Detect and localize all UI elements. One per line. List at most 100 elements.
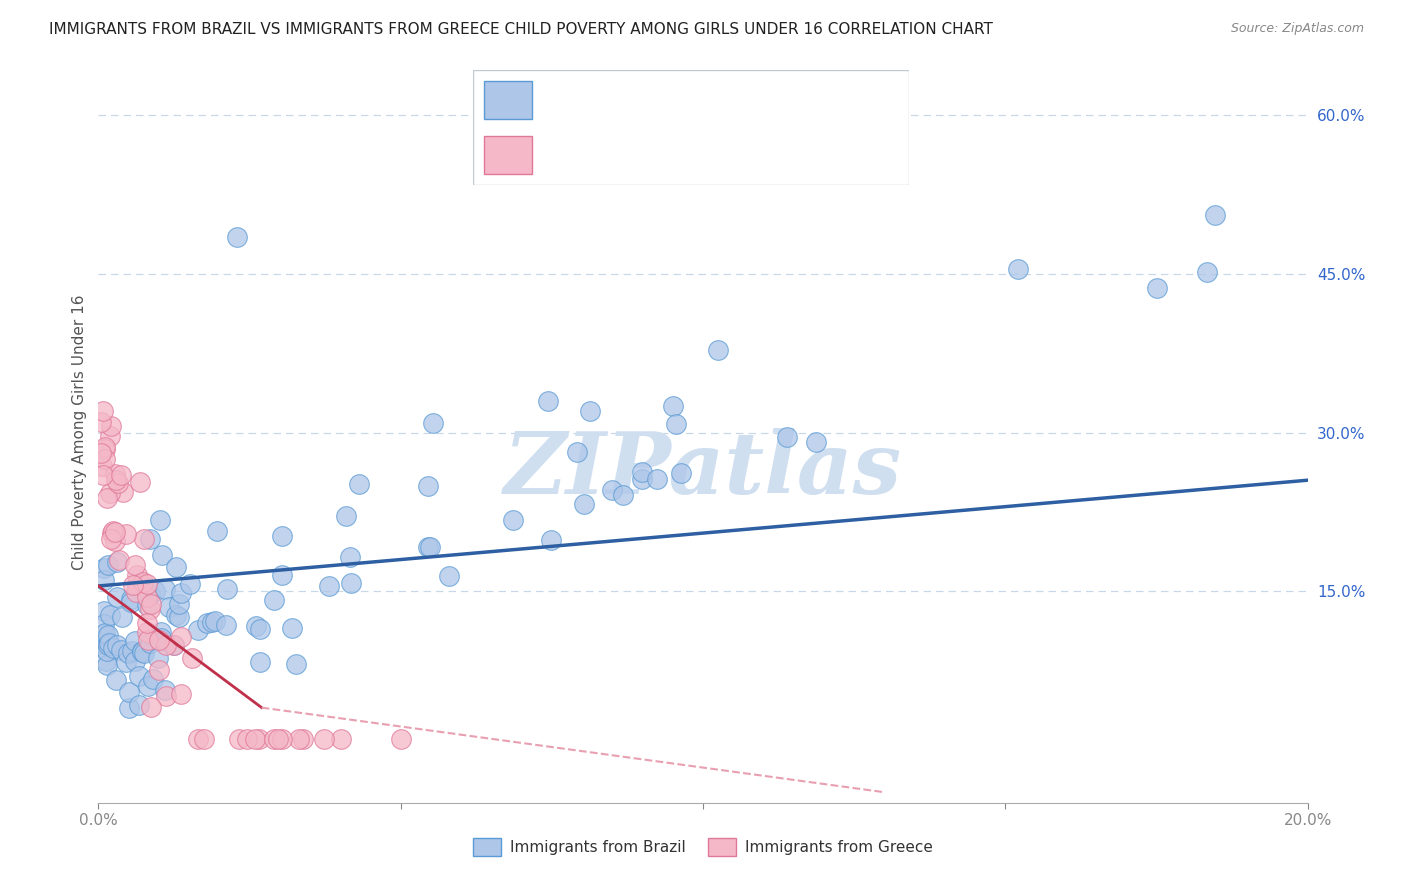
Point [141, 700, 163, 714]
Point [418, 540, 440, 554]
Point [101, 525, 124, 540]
Point [226, 230, 249, 244]
Point [671, 466, 693, 480]
Point [98, 636, 121, 650]
Point [155, 638, 177, 652]
Point [1007, 262, 1029, 277]
Point [125, 578, 148, 592]
Point [128, 698, 150, 712]
Point [236, 732, 259, 747]
Point [271, 568, 294, 582]
Point [104, 525, 127, 540]
Point [157, 599, 180, 614]
Point [170, 688, 193, 702]
Point [93, 627, 115, 641]
Point [136, 625, 159, 640]
Point [97, 628, 120, 642]
Point [112, 484, 135, 499]
Point [339, 550, 361, 565]
Point [330, 732, 353, 747]
Point [139, 636, 162, 650]
Legend: Immigrants from Brazil, Immigrants from Greece: Immigrants from Brazil, Immigrants from … [467, 832, 939, 862]
Point [245, 619, 267, 633]
Point [91, 404, 114, 418]
Point [100, 607, 122, 622]
Point [612, 488, 634, 502]
Point [105, 555, 128, 569]
Point [536, 393, 558, 408]
Point [131, 574, 153, 589]
Point [111, 610, 134, 624]
Point [187, 623, 209, 637]
Point [228, 732, 250, 747]
Point [132, 646, 155, 660]
Point [347, 477, 370, 491]
Point [567, 445, 589, 459]
Point [165, 608, 187, 623]
Point [93, 604, 115, 618]
Point [100, 486, 122, 500]
Point [419, 540, 441, 554]
Point [270, 732, 292, 747]
Point [170, 586, 193, 600]
Point [115, 527, 138, 541]
Point [96, 491, 118, 505]
Point [665, 417, 688, 432]
Point [148, 663, 170, 677]
Point [247, 732, 270, 747]
Point [110, 642, 132, 657]
Point [148, 632, 170, 647]
Point [136, 679, 159, 693]
Point [574, 498, 596, 512]
Point [170, 630, 193, 644]
Point [285, 657, 308, 671]
Point [115, 655, 138, 669]
Point [125, 568, 148, 582]
Point [93, 637, 115, 651]
Point [263, 593, 285, 607]
Point [135, 590, 157, 604]
Point [117, 646, 139, 660]
Point [131, 644, 153, 658]
Point [90, 458, 112, 473]
Point [148, 513, 170, 527]
Point [124, 558, 146, 573]
Point [96, 654, 118, 668]
Point [98, 429, 121, 443]
Point [120, 594, 142, 608]
Point [91, 468, 114, 483]
Point [120, 592, 142, 607]
Point [193, 732, 215, 747]
Point [101, 524, 124, 538]
Point [103, 467, 125, 482]
Point [101, 641, 124, 656]
Point [90, 446, 112, 460]
Point [422, 416, 444, 430]
Point [267, 732, 290, 747]
Point [153, 683, 176, 698]
Point [122, 578, 145, 592]
Point [138, 532, 160, 546]
Point [125, 585, 148, 599]
Point [207, 524, 229, 538]
Point [93, 616, 115, 631]
Point [94, 452, 117, 467]
Point [124, 634, 146, 648]
Text: ZIPatlas: ZIPatlas [503, 428, 903, 511]
Point [131, 645, 153, 659]
Point [1195, 265, 1218, 279]
Point [163, 639, 186, 653]
Point [150, 631, 173, 645]
Point [100, 533, 122, 547]
Point [167, 597, 190, 611]
Point [437, 568, 460, 582]
Point [389, 732, 412, 747]
Point [134, 532, 156, 546]
Point [90, 416, 112, 430]
Point [804, 435, 827, 450]
Point [163, 638, 186, 652]
Point [94, 625, 117, 640]
Point [645, 471, 668, 485]
Point [165, 559, 187, 574]
Point [150, 548, 173, 562]
